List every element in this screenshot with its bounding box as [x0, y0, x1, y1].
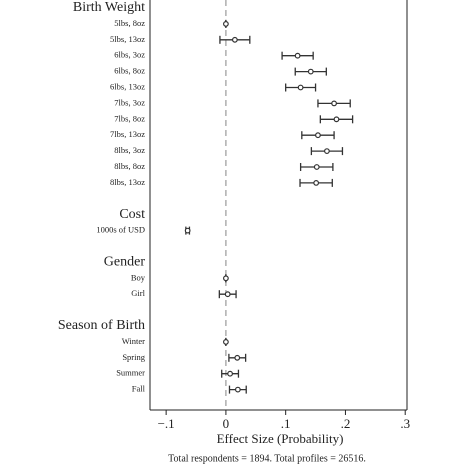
row-label: 6lbs, 3oz — [114, 50, 145, 60]
x-tick-label: 0 — [223, 416, 230, 431]
point — [297, 84, 304, 91]
group-header: Season of Birth — [58, 318, 145, 333]
group-header: Cost — [119, 207, 145, 222]
point — [223, 275, 229, 282]
row-label: 6lbs, 13oz — [110, 81, 145, 91]
point — [333, 116, 340, 123]
row-label: 5lbs, 8oz — [114, 18, 145, 28]
footnote: Total respondents = 1894. Total profiles… — [168, 453, 366, 464]
row-label: 1000s of USD — [96, 225, 145, 235]
point — [223, 21, 229, 27]
row-label: 8lbs, 13oz — [110, 177, 145, 187]
point — [184, 227, 191, 234]
point — [224, 291, 231, 298]
point — [294, 52, 301, 59]
point — [223, 339, 229, 345]
point — [234, 386, 241, 393]
row-label: Fall — [132, 384, 146, 394]
row-label: 7lbs, 13oz — [110, 129, 145, 139]
x-tick-label: .3 — [400, 416, 410, 431]
point — [234, 354, 241, 361]
point — [231, 36, 238, 43]
row-label: Spring — [122, 352, 145, 362]
point — [331, 100, 337, 107]
row-label: 8lbs, 8oz — [114, 161, 145, 171]
row-label: 7lbs, 8oz — [114, 113, 145, 123]
point — [307, 68, 314, 75]
group-header: Birth Weight — [73, 0, 145, 15]
point — [313, 179, 320, 186]
row-label: Summer — [116, 368, 145, 378]
row-label: Boy — [131, 272, 146, 282]
x-tick-label: .2 — [341, 416, 351, 431]
row-label: 5lbs, 13oz — [110, 34, 145, 44]
point — [324, 148, 330, 155]
row-label: Winter — [122, 336, 145, 346]
row-label: 7lbs, 3oz — [114, 97, 145, 107]
point — [313, 164, 320, 170]
row-label: 6lbs, 8oz — [114, 66, 145, 76]
group-header: Gender — [104, 255, 146, 270]
x-axis-label: Effect Size (Probability) — [217, 431, 344, 446]
x-tick-label: .1 — [281, 416, 291, 431]
x-tick-label: −.1 — [158, 416, 175, 431]
point — [227, 370, 233, 377]
point — [315, 132, 321, 139]
row-label: Girl — [131, 288, 145, 298]
row-label: 8lbs, 3oz — [114, 145, 145, 155]
